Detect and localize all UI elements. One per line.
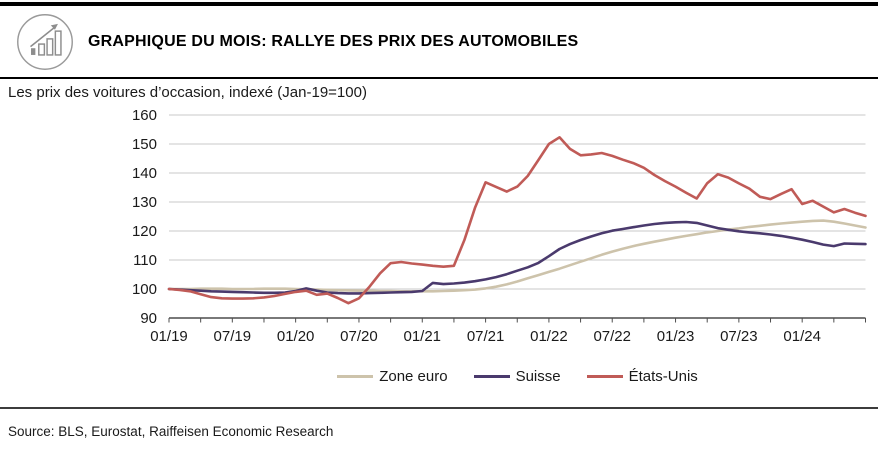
x-axis-label-01-22: 01/22 bbox=[530, 328, 568, 345]
chart-subtitle: Les prix des voitures d’occasion, indexé… bbox=[8, 84, 367, 101]
x-axis-label-01-20: 01/20 bbox=[277, 328, 315, 345]
chart-legend: Zone euro Suisse États-Unis bbox=[169, 368, 866, 385]
x-axis-label-07-23: 07/23 bbox=[720, 328, 758, 345]
x-axis-label-07-20: 07/20 bbox=[340, 328, 378, 345]
legend-item-etats-unis: États-Unis bbox=[586, 368, 698, 385]
x-axis-label-01-24: 01/24 bbox=[783, 328, 821, 345]
series-line-suisse bbox=[167, 220, 867, 295]
legend-item-suisse: Suisse bbox=[473, 368, 561, 385]
price-chart: 90 100 110 120 130 140 150 160 01/19 07/19 01/20 07… bbox=[132, 107, 867, 345]
legend-swatch-etats-unis bbox=[586, 375, 623, 378]
top-divider bbox=[0, 2, 878, 6]
y-axis-label-130: 130 bbox=[132, 194, 157, 211]
x-axis-label-01-23: 01/23 bbox=[657, 328, 695, 345]
x-axis-label-07-21: 07/21 bbox=[467, 328, 505, 345]
legend-swatch-zone-euro bbox=[337, 375, 374, 378]
series-line-zone-euro bbox=[167, 219, 867, 293]
series-line--tats-unis bbox=[167, 136, 867, 305]
source-note: Source: BLS, Eurostat, Raiffeisen Econom… bbox=[8, 424, 334, 439]
bar-chart-rising-icon bbox=[17, 14, 73, 70]
y-axis-label-160: 160 bbox=[132, 107, 157, 124]
legend-label-zone-euro: Zone euro bbox=[379, 368, 448, 385]
legend-label-suisse: Suisse bbox=[515, 368, 561, 385]
y-axis-label-140: 140 bbox=[132, 165, 157, 182]
x-axis-label-07-19: 07/19 bbox=[214, 328, 252, 345]
header-divider bbox=[0, 77, 878, 79]
legend-swatch-suisse bbox=[473, 375, 510, 378]
y-axis-label-150: 150 bbox=[132, 136, 157, 153]
x-axis-label-07-22: 07/22 bbox=[593, 328, 631, 345]
y-axis-label-90: 90 bbox=[140, 310, 157, 327]
page-title: GRAPHIQUE DU MOIS: RALLYE DES PRIX DES A… bbox=[88, 33, 579, 50]
legend-label-etats-unis: États-Unis bbox=[628, 368, 698, 385]
footer-divider bbox=[0, 407, 878, 409]
y-axis-label-100: 100 bbox=[132, 281, 157, 298]
y-axis-label-110: 110 bbox=[133, 252, 157, 269]
x-axis-label-01-19: 01/19 bbox=[150, 328, 188, 345]
y-axis-label-120: 120 bbox=[132, 223, 157, 240]
x-axis-label-01-21: 01/21 bbox=[403, 328, 441, 345]
legend-item-zone-euro: Zone euro bbox=[337, 368, 448, 385]
